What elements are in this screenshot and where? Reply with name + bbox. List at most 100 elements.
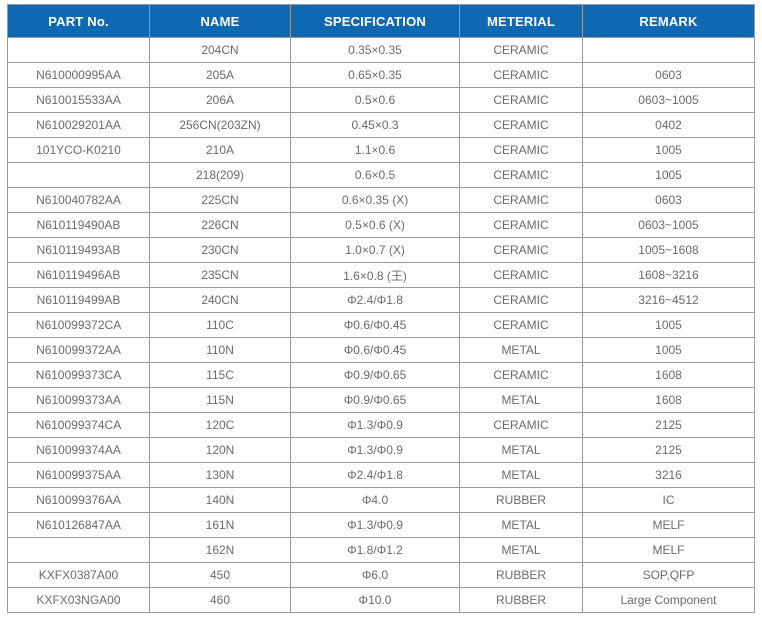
cell-name: 450 xyxy=(149,562,291,588)
table-row: N610119499AB 240CN Φ2.4/Φ1.8 CERAMIC 3216~45… xyxy=(7,287,755,313)
cell-specification: Φ6.0 xyxy=(290,562,460,588)
cell-remark: 1005 xyxy=(582,137,755,163)
cell-specification: Φ2.4/Φ1.8 xyxy=(290,462,460,488)
table-row: KXFX03NGA00 460 Φ10.0 RUBBER Large Component xyxy=(7,587,755,613)
cell-remark: 2125 xyxy=(582,412,755,438)
cell-part-no xyxy=(7,162,150,188)
cell-name: 460 xyxy=(149,587,291,613)
column-header-remark: REMARK xyxy=(582,4,755,38)
table-row: N610000995AA 205A 0.65×0.35 CERAMIC 0603 xyxy=(7,62,755,88)
cell-specification: 0.5×0.6 xyxy=(290,87,460,113)
cell-meterial: CERAMIC xyxy=(459,312,583,338)
table-row: N610099374CA 120C Φ1.3/Φ0.9 CERAMIC 2125 xyxy=(7,412,755,438)
column-header-meterial: METERIAL xyxy=(459,4,583,38)
cell-specification: 1.1×0.6 xyxy=(290,137,460,163)
cell-part-no: KXFX03NGA00 xyxy=(7,587,150,613)
cell-part-no: N610099373CA xyxy=(7,362,150,388)
cell-meterial: CERAMIC xyxy=(459,112,583,138)
cell-remark: 0603~1005 xyxy=(582,212,755,238)
cell-specification: 0.6×0.5 xyxy=(290,162,460,188)
cell-meterial: CERAMIC xyxy=(459,37,583,63)
cell-specification: 1.6×0.8 (王) xyxy=(290,262,460,288)
cell-specification: 0.5×0.6 (X) xyxy=(290,212,460,238)
cell-name: 218(209) xyxy=(149,162,291,188)
cell-remark: 1005 xyxy=(582,162,755,188)
cell-meterial: CERAMIC xyxy=(459,212,583,238)
cell-part-no: N610000995AA xyxy=(7,62,150,88)
table-row: 162N Φ1.8/Φ1.2 METAL MELF xyxy=(7,537,755,563)
table-row: N610099372CA 110C Φ0.6/Φ0.45 CERAMIC 1005 xyxy=(7,312,755,338)
cell-part-no: N610126847AA xyxy=(7,512,150,538)
cell-meterial: CERAMIC xyxy=(459,287,583,313)
cell-meterial: METAL xyxy=(459,462,583,488)
cell-remark: Large Component xyxy=(582,587,755,613)
cell-meterial: RUBBER xyxy=(459,587,583,613)
table-row: N610119493AB 230CN 1.0×0.7 (X) CERAMIC 1005~… xyxy=(7,237,755,263)
cell-name: 110C xyxy=(149,312,291,338)
cell-specification: 1.0×0.7 (X) xyxy=(290,237,460,263)
cell-specification: Φ4.0 xyxy=(290,487,460,513)
table-row: N610099373AA 115N Φ0.9/Φ0.65 METAL 1608 xyxy=(7,387,755,413)
cell-meterial: RUBBER xyxy=(459,562,583,588)
cell-name: 235CN xyxy=(149,262,291,288)
cell-part-no: N610099375AA xyxy=(7,462,150,488)
header-row: PART No. NAME SPECIFICATION METERIAL REM… xyxy=(7,4,755,38)
column-header-specification: SPECIFICATION xyxy=(290,4,460,38)
cell-name: 120C xyxy=(149,412,291,438)
cell-meterial: METAL xyxy=(459,437,583,463)
cell-name: 210A xyxy=(149,137,291,163)
cell-specification: 0.65×0.35 xyxy=(290,62,460,88)
cell-specification: Φ1.8/Φ1.2 xyxy=(290,537,460,563)
cell-name: 161N xyxy=(149,512,291,538)
cell-meterial: CERAMIC xyxy=(459,187,583,213)
table-row: N610015533AA 206A 0.5×0.6 CERAMIC 0603~1005 xyxy=(7,87,755,113)
cell-meterial: CERAMIC xyxy=(459,237,583,263)
table-row: KXFX0387A00 450 Φ6.0 RUBBER SOP,QFP xyxy=(7,562,755,588)
table-row: 101YCO-K0210 210A 1.1×0.6 CERAMIC 1005 xyxy=(7,137,755,163)
cell-meterial: CERAMIC xyxy=(459,162,583,188)
cell-remark: 1608 xyxy=(582,362,755,388)
table-header: PART No. NAME SPECIFICATION METERIAL REM… xyxy=(7,4,755,38)
cell-part-no: N610029201AA xyxy=(7,112,150,138)
cell-part-no: N610119493AB xyxy=(7,237,150,263)
cell-meterial: METAL xyxy=(459,512,583,538)
cell-part-no: N610099376AA xyxy=(7,487,150,513)
cell-part-no: N610099374AA xyxy=(7,437,150,463)
table-body: 204CN 0.35×0.35 CERAMIC N610000995AA 205A 0.6… xyxy=(7,37,755,613)
cell-remark: 3216 xyxy=(582,462,755,488)
table-row: N610126847AA 161N Φ1.3/Φ0.9 METAL MELF xyxy=(7,512,755,538)
cell-remark: 1608 xyxy=(582,387,755,413)
cell-name: 140N xyxy=(149,487,291,513)
cell-name: 115N xyxy=(149,387,291,413)
cell-remark: 1608~3216 xyxy=(582,262,755,288)
cell-remark: 1005~1608 xyxy=(582,237,755,263)
cell-name: 115C xyxy=(149,362,291,388)
cell-name: 206A xyxy=(149,87,291,113)
cell-specification: 0.45×0.3 xyxy=(290,112,460,138)
cell-part-no: N610099373AA xyxy=(7,387,150,413)
cell-remark: 1005 xyxy=(582,312,755,338)
cell-remark: IC xyxy=(582,487,755,513)
cell-specification: Φ10.0 xyxy=(290,587,460,613)
column-header-part-no: PART No. xyxy=(7,4,150,38)
cell-remark: 1005 xyxy=(582,337,755,363)
table-row: N610099374AA 120N Φ1.3/Φ0.9 METAL 2125 xyxy=(7,437,755,463)
table-row: N610099373CA 115C Φ0.9/Φ0.65 CERAMIC 1608 xyxy=(7,362,755,388)
cell-meterial: CERAMIC xyxy=(459,137,583,163)
cell-part-no: N610119499AB xyxy=(7,287,150,313)
table-row: N610119490AB 226CN 0.5×0.6 (X) CERAMIC 0603~… xyxy=(7,212,755,238)
table-row: 218(209) 0.6×0.5 CERAMIC 1005 xyxy=(7,162,755,188)
cell-part-no: N610099372CA xyxy=(7,312,150,338)
cell-remark xyxy=(582,37,755,63)
table-row: N610099372AA 110N Φ0.6/Φ0.45 METAL 1005 xyxy=(7,337,755,363)
cell-name: 256CN(203ZN) xyxy=(149,112,291,138)
cell-remark: 2125 xyxy=(582,437,755,463)
cell-specification: Φ0.6/Φ0.45 xyxy=(290,312,460,338)
cell-part-no: KXFX0387A00 xyxy=(7,562,150,588)
cell-name: 226CN xyxy=(149,212,291,238)
cell-specification: Φ1.3/Φ0.9 xyxy=(290,412,460,438)
cell-specification: Φ1.3/Φ0.9 xyxy=(290,512,460,538)
parts-table: PART No. NAME SPECIFICATION METERIAL REM… xyxy=(7,4,755,613)
cell-part-no: N610040782AA xyxy=(7,187,150,213)
